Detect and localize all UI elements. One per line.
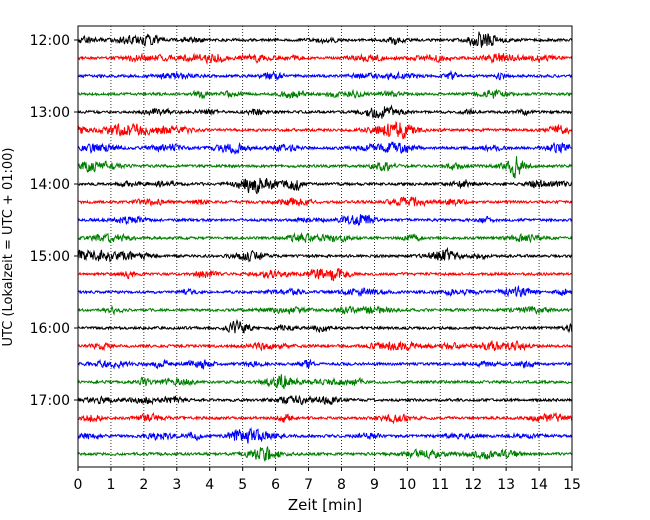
x-tick-label-15: 15 (563, 477, 581, 493)
y-tick-label-4: 16:00 (30, 321, 70, 337)
trace-1600 (77, 318, 573, 334)
plot-frame (77, 25, 573, 468)
trace-1745 (77, 446, 573, 462)
trace-1715 (77, 411, 573, 425)
trace-1545 (77, 305, 573, 317)
trace-1430 (77, 214, 573, 227)
x-tick-label-13: 13 (497, 477, 515, 493)
trace-1615 (77, 339, 573, 352)
x-tick-label-7: 7 (304, 477, 313, 493)
trace-1345 (77, 156, 573, 179)
trace-1645 (77, 374, 573, 390)
trace-1230 (77, 69, 573, 82)
trace-1300 (77, 104, 573, 119)
x-tick-label-0: 0 (74, 477, 83, 493)
trace-1630 (77, 358, 573, 371)
x-axis-label: Zeit [min] (288, 496, 362, 514)
trace-1315 (77, 120, 573, 140)
trace-1215 (77, 52, 573, 65)
x-tick-label-6: 6 (271, 477, 280, 493)
trace-1200 (77, 31, 573, 48)
seismic-traces (77, 31, 573, 462)
x-tick-label-10: 10 (398, 477, 416, 493)
y-tick-label-3: 15:00 (30, 249, 70, 265)
trace-1730 (77, 426, 573, 444)
x-tick-label-9: 9 (370, 477, 379, 493)
trace-1415 (77, 195, 573, 208)
trace-1530 (77, 284, 573, 298)
y-tick-label-0: 12:00 (30, 33, 70, 49)
trace-1500 (77, 246, 573, 263)
x-tick-label-4: 4 (205, 477, 214, 493)
x-axis-ticks: 0 1 2 3 4 5 6 7 8 9 10 11 12 13 14 15 (74, 467, 581, 493)
x-tick-label-14: 14 (530, 477, 548, 493)
x-tick-label-2: 2 (139, 477, 148, 493)
trace-1515 (77, 268, 573, 282)
y-axis-label: UTC (Lokalzeit = UTC + 01:00) (1, 148, 16, 347)
y-tick-label-2: 14:00 (30, 177, 70, 193)
trace-1245 (77, 88, 573, 99)
x-tick-label-8: 8 (337, 477, 346, 493)
y-axis-ticks: 12:00 13:00 14:00 15:00 16:00 17:00 (30, 33, 78, 409)
x-tick-label-5: 5 (238, 477, 247, 493)
trace-1400 (77, 177, 573, 195)
y-tick-label-1: 13:00 (30, 105, 70, 121)
trace-1445 (77, 231, 573, 244)
x-tick-label-3: 3 (172, 477, 181, 493)
x-tick-label-1: 1 (106, 477, 115, 493)
y-tick-label-5: 17:00 (30, 393, 70, 409)
trace-1330 (77, 141, 573, 155)
x-tick-label-12: 12 (464, 477, 482, 493)
trace-1700 (77, 394, 573, 406)
x-tick-label-11: 11 (431, 477, 449, 493)
